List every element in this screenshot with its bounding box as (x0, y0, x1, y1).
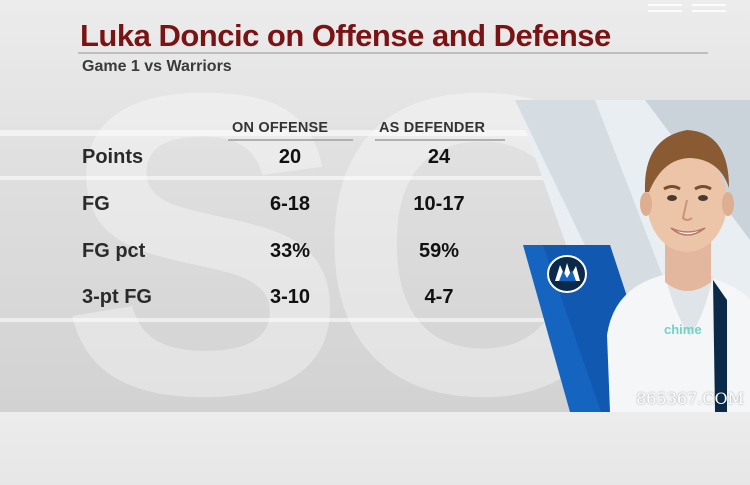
background-stripe (0, 176, 750, 180)
column-header-underline (375, 139, 505, 141)
row-label-fg-pct: FG pct (82, 240, 146, 262)
3pt-fg-offense-value: 3-10 (269, 286, 311, 308)
menu-icon (648, 2, 728, 21)
mavericks-logo-icon (546, 254, 588, 299)
fg-pct-offense-value: 33% (269, 240, 311, 262)
watermark: 865367.COM (636, 389, 744, 408)
row-label-points: Points (82, 146, 144, 168)
title-divider (78, 52, 708, 54)
column-header-underline (228, 139, 353, 141)
3pt-fg-defender-value: 4-7 (424, 286, 454, 308)
row-label-fg: FG (82, 193, 110, 215)
graphic-title: Luka Doncic on Offense and Defense (80, 18, 611, 53)
row-label-3pt-fg: 3-pt FG (82, 286, 152, 308)
fg-offense-value: 6-18 (269, 193, 311, 215)
fg-pct-defender-value: 59% (418, 240, 460, 262)
background-stripe (0, 130, 750, 136)
fg-defender-value: 10-17 (413, 193, 465, 215)
points-defender-value: 24 (427, 146, 451, 168)
graphic-subtitle: Game 1 vs Warriors (82, 58, 232, 75)
column-header-defender: AS DEFENDER (379, 120, 486, 136)
points-offense-value: 20 (278, 146, 302, 168)
jersey-sponsor-label: chime (664, 322, 702, 337)
column-header-offense: ON OFFENSE (232, 120, 329, 136)
player-photo-panel (515, 100, 750, 412)
background-stripe (0, 318, 750, 322)
